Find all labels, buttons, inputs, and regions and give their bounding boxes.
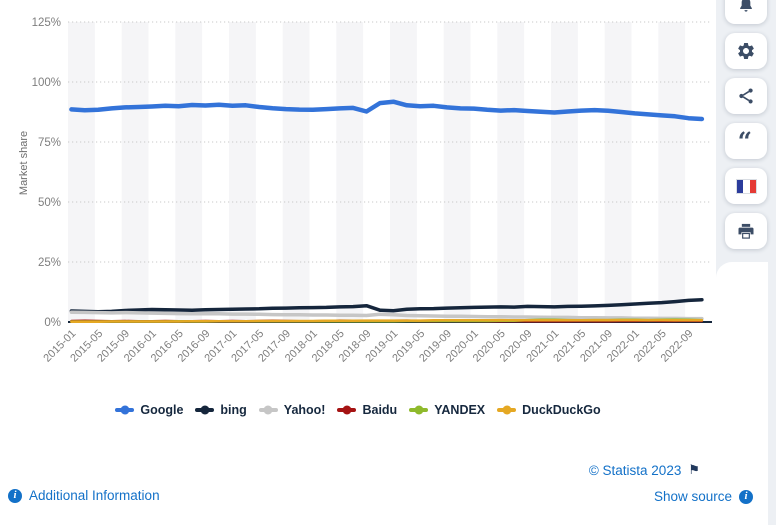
legend-item-duckduckgo[interactable]: DuckDuckGo	[497, 403, 601, 417]
info-icon: i	[8, 488, 22, 503]
statista-copyright-link[interactable]: © Statista 2023 ⚑	[589, 463, 700, 478]
printer-icon	[736, 221, 756, 241]
series-line-yahoo	[69, 310, 704, 321]
legend-marker-dot	[200, 405, 210, 415]
legend-label: Baidu	[362, 403, 398, 417]
plot-band	[282, 22, 310, 322]
legend-item-yahoo[interactable]: Yahoo!	[258, 403, 326, 417]
plot-band	[121, 22, 149, 322]
share-button[interactable]	[725, 78, 767, 114]
legend-marker-dot	[502, 405, 512, 415]
market-share-chart: 0%25%50%75%100%125%Market share2015-0120…	[18, 17, 712, 365]
show-source-link[interactable]: Show source i	[654, 489, 753, 504]
legend-label: YANDEX	[434, 403, 486, 417]
copyright-label: © Statista 2023	[588, 463, 682, 478]
settings-button[interactable]	[725, 33, 767, 69]
svg-text:“: “	[738, 131, 752, 151]
legend-marker-dot	[263, 405, 273, 415]
legend-label: DuckDuckGo	[522, 403, 601, 417]
plot-band	[497, 22, 525, 322]
gear-icon	[736, 41, 756, 61]
legend-marker	[497, 405, 517, 415]
legend-label: Google	[140, 403, 184, 417]
y-tick-label: 100%	[32, 77, 61, 89]
report-flag-icon: ⚑	[688, 463, 700, 478]
plot-band	[604, 22, 632, 322]
y-tick-label: 50%	[38, 197, 61, 209]
bell-icon	[736, 0, 756, 16]
legend-label: Yahoo!	[283, 403, 326, 417]
plot-band	[336, 22, 364, 322]
additional-information-link[interactable]: i Additional Information	[8, 488, 160, 503]
chart-legend: Google bing Yahoo! Baidu YANDEX DuckDuckGo	[0, 403, 716, 417]
legend-marker	[409, 405, 429, 415]
y-tick-label: 75%	[38, 137, 61, 149]
info-icon: i	[739, 489, 753, 504]
legend-marker	[195, 405, 215, 415]
content-panel-corner	[716, 262, 768, 525]
quote-icon: “	[736, 131, 756, 151]
action-button-rail: “	[725, 0, 767, 249]
plot-band	[443, 22, 471, 322]
y-tick-label: 125%	[32, 17, 61, 29]
series-line-bing	[69, 297, 704, 314]
plot-band	[175, 22, 203, 322]
legend-marker-dot	[120, 405, 130, 415]
y-axis-title: Market share	[18, 131, 30, 195]
country-button[interactable]	[725, 168, 767, 204]
legend-marker-dot	[342, 405, 352, 415]
plot-band	[658, 22, 686, 322]
y-tick-label: 0%	[44, 317, 61, 329]
series-line-google	[69, 99, 705, 122]
legend-item-bing[interactable]: bing	[195, 403, 247, 417]
additional-information-label: Additional Information	[29, 488, 160, 503]
plot-band	[229, 22, 256, 322]
plot-band	[68, 22, 95, 322]
share-icon	[736, 86, 756, 106]
legend-item-google[interactable]: Google	[115, 403, 183, 417]
print-button[interactable]	[725, 213, 767, 249]
notifications-button[interactable]	[725, 0, 767, 24]
legend-item-baidu[interactable]: Baidu	[337, 403, 397, 417]
series-line-duckduckgo	[70, 318, 704, 324]
plot-band	[390, 22, 417, 322]
legend-item-yandex[interactable]: YANDEX	[409, 403, 485, 417]
plot-band	[551, 22, 578, 322]
legend-label: bing	[220, 403, 247, 417]
france-flag-icon	[735, 178, 757, 194]
cite-button[interactable]: “	[725, 123, 767, 159]
show-source-label: Show source	[653, 489, 732, 504]
legend-marker	[258, 405, 278, 415]
legend-marker-dot	[414, 405, 424, 415]
legend-marker	[337, 405, 357, 415]
legend-marker	[115, 405, 135, 415]
y-tick-label: 25%	[38, 257, 61, 269]
